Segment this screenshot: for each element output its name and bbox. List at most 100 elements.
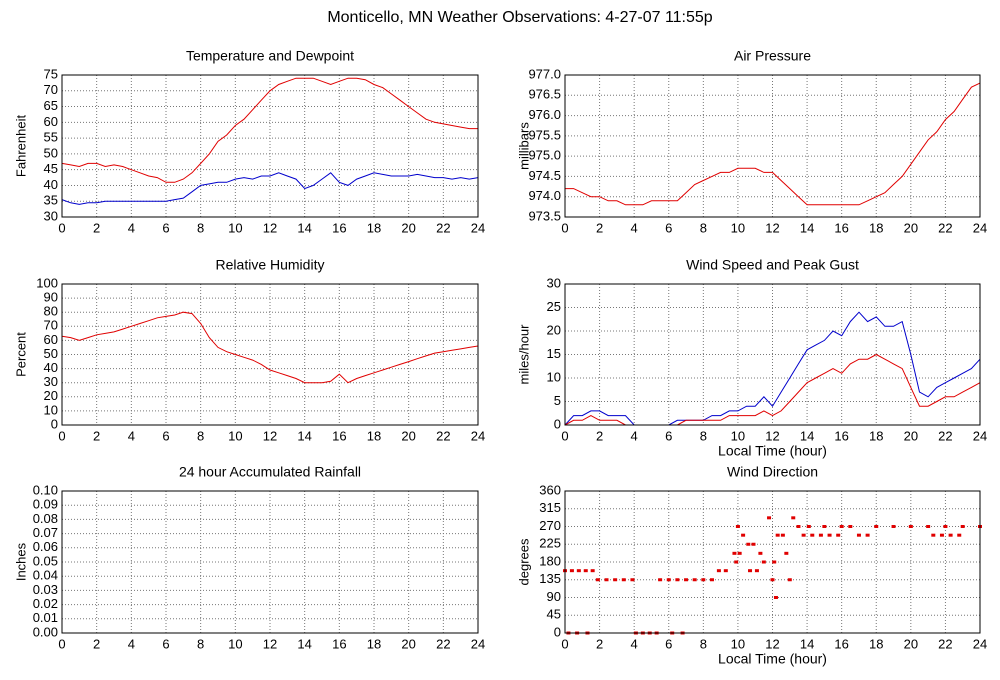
y-tick-label: 0.02 — [33, 596, 58, 611]
x-tick-label: 0 — [58, 220, 65, 235]
chart: 973.5 974.0 974.5 975.0 975.5 976.0 976.5 977.0… — [516, 48, 987, 236]
y-tick-label: 55 — [44, 130, 58, 145]
x-tick-label: 14 — [297, 220, 311, 235]
data-point — [874, 525, 879, 528]
x-tick-label: 2 — [93, 220, 100, 235]
data-point — [630, 578, 635, 582]
x-tick-label: 6 — [162, 220, 169, 235]
data-point — [796, 525, 801, 528]
chart: 0.000.010.020.030.040.050.060.070.080.09… — [13, 464, 485, 652]
y-tick-label: 90 — [44, 290, 58, 305]
y-tick-label: 10 — [547, 369, 561, 384]
x-tick-label: 2 — [93, 636, 100, 651]
x-tick-label: 16 — [332, 636, 346, 651]
x-tick-label: 20 — [401, 220, 415, 235]
plot-frame — [61, 283, 479, 426]
x-tick-label: 16 — [332, 220, 346, 235]
x-tick-label: 24 — [471, 636, 485, 651]
data-line — [565, 82, 981, 206]
data-point — [822, 525, 827, 528]
x-tick-label: 16 — [834, 636, 848, 651]
data-point — [751, 542, 756, 546]
data-point — [604, 578, 609, 582]
x-tick-label: 6 — [162, 636, 169, 651]
x-tick-label: 8 — [700, 428, 707, 443]
data-point — [735, 525, 740, 528]
y-tick-label: 5 — [554, 393, 561, 408]
y-tick-label: 0.03 — [33, 582, 58, 597]
x-tick-label: 12 — [263, 220, 277, 235]
y-tick-label: 0.08 — [33, 511, 58, 526]
data-point — [908, 525, 913, 528]
data-point — [684, 578, 689, 582]
y-tick-label: 30 — [547, 275, 561, 290]
data-point — [583, 569, 588, 573]
x-tick-label: 2 — [596, 636, 603, 651]
data-point — [818, 533, 823, 537]
x-tick-label: 22 — [436, 428, 450, 443]
y-tick-label: 225 — [539, 536, 561, 551]
x-tick-label: 4 — [631, 428, 638, 443]
x-tick-label: 18 — [869, 636, 883, 651]
y-tick-label: 0.10 — [33, 482, 58, 497]
y-tick-label: 976.5 — [528, 87, 561, 102]
plot-frame — [61, 74, 479, 218]
y-tick-label: 45 — [547, 607, 561, 622]
x-tick-label: 10 — [731, 220, 745, 235]
x-tick-label: 24 — [973, 220, 987, 235]
y-tick-label: 180 — [539, 553, 561, 568]
x-tick-label: 10 — [228, 220, 242, 235]
x-tick-label: 4 — [631, 636, 638, 651]
y-axis-label: Fahrenheit — [13, 115, 28, 178]
y-tick-label: 25 — [547, 299, 561, 314]
plot-frame — [564, 490, 981, 634]
data-point — [767, 516, 772, 520]
y-tick-label: 0.05 — [33, 553, 58, 568]
x-tick-label: 16 — [332, 428, 346, 443]
x-tick-label: 8 — [197, 636, 204, 651]
y-tick-label: 50 — [44, 145, 58, 160]
data-line — [61, 311, 479, 384]
data-point — [801, 533, 806, 537]
data-point — [891, 525, 896, 528]
x-tick-label: 10 — [731, 636, 745, 651]
x-tick-label: 12 — [263, 636, 277, 651]
data-point — [856, 533, 861, 537]
data-point — [675, 578, 680, 582]
x-tick-label: 12 — [765, 428, 779, 443]
x-tick-label: 10 — [228, 636, 242, 651]
x-tick-label: 2 — [93, 428, 100, 443]
y-tick-label: 0.06 — [33, 539, 58, 554]
x-tick-label: 8 — [197, 220, 204, 235]
data-point — [926, 525, 931, 528]
x-tick-label: 12 — [765, 636, 779, 651]
y-tick-label: 30 — [44, 208, 58, 223]
data-point — [806, 525, 811, 528]
y-tick-label: 100 — [36, 275, 58, 290]
x-tick-label: 4 — [631, 220, 638, 235]
data-point — [775, 533, 780, 537]
x-tick-label: 14 — [800, 220, 814, 235]
y-tick-label: 0.09 — [33, 497, 58, 512]
y-tick-label: 0.00 — [33, 624, 58, 639]
x-tick-label: 20 — [904, 428, 918, 443]
x-tick-label: 24 — [471, 428, 485, 443]
data-point — [734, 560, 739, 564]
x-tick-label: 2 — [596, 220, 603, 235]
y-tick-label: 60 — [44, 332, 58, 347]
y-tick-label: 15 — [547, 346, 561, 361]
y-tick-label: 973.5 — [528, 208, 561, 223]
x-tick-label: 0 — [561, 220, 568, 235]
x-tick-label: 10 — [731, 428, 745, 443]
data-point — [773, 596, 778, 599]
x-tick-label: 6 — [665, 220, 672, 235]
plot-frame — [61, 490, 479, 634]
x-tick-label: 14 — [297, 428, 311, 443]
data-point — [613, 578, 618, 582]
data-point — [960, 525, 965, 528]
y-tick-label: 974.5 — [528, 168, 561, 183]
y-axis-label: Percent — [13, 332, 28, 377]
